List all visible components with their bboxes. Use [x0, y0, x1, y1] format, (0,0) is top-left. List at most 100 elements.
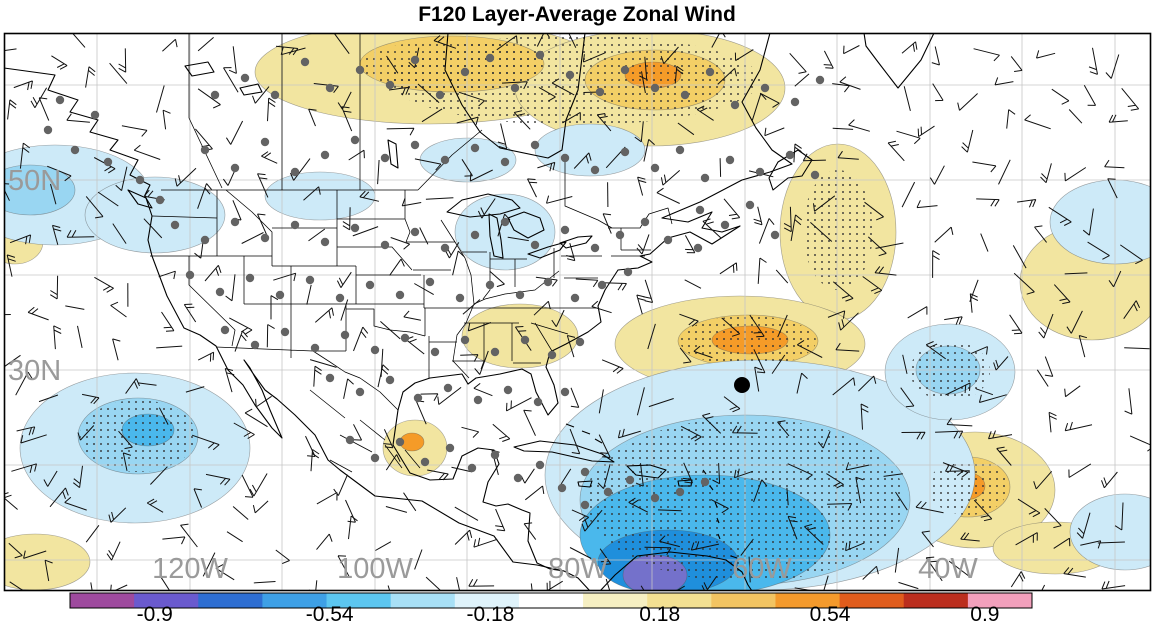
stipple-region — [928, 459, 1008, 515]
stipple-region — [680, 316, 816, 366]
colorbar-segment — [711, 593, 776, 608]
political-border-layer — [150, 33, 673, 473]
wind-barb — [343, 378, 354, 399]
wind-barb — [570, 387, 580, 408]
lake-great-slave — [184, 61, 215, 77]
wind-barb — [597, 464, 611, 489]
station-dot — [340, 330, 350, 340]
station-dot — [473, 395, 483, 405]
wind-barb — [636, 234, 650, 255]
wind-barb — [520, 468, 535, 484]
wind-barb — [680, 425, 702, 442]
wind-barb — [887, 140, 905, 162]
wind-barb — [456, 116, 479, 125]
wind-barb — [934, 226, 954, 243]
station-dot — [200, 235, 210, 245]
wind-barb — [524, 485, 545, 501]
wind-barb — [551, 309, 565, 327]
map-frame — [3, 32, 1152, 592]
wind-barb — [723, 396, 741, 413]
lake-athabasca — [239, 83, 263, 96]
coastline-south-america — [599, 551, 753, 591]
wind-barb — [546, 195, 573, 204]
station-dot — [370, 345, 380, 355]
wind-barb — [1044, 356, 1054, 377]
wind-barb — [759, 92, 780, 108]
wind-barb — [617, 428, 641, 439]
wind-barb — [935, 430, 964, 439]
wind-barb — [451, 466, 473, 473]
wind-barb — [832, 127, 854, 130]
wind-barb — [497, 213, 511, 237]
wind-barb — [754, 366, 763, 392]
wind-barb — [1097, 541, 1125, 544]
station-dot — [43, 125, 53, 135]
wind-barb — [180, 523, 198, 548]
station-dot — [305, 275, 315, 285]
wind-barb — [530, 583, 533, 591]
wind-barb — [156, 85, 165, 113]
wind-barb — [85, 196, 104, 219]
station-dot — [413, 393, 423, 403]
wind-barb — [43, 470, 58, 487]
wind-barb — [560, 468, 572, 485]
station-dot — [280, 327, 290, 337]
wind-barb — [241, 232, 264, 244]
wind-barb — [598, 434, 611, 458]
wind-barb — [643, 279, 654, 303]
wind-barb — [858, 375, 877, 392]
wind-barb — [973, 48, 1000, 62]
map-label-layer: 50N 30N 120W 100W 80W 60W 40W — [8, 165, 978, 585]
wind-barb — [740, 538, 754, 556]
wind-barb — [636, 294, 646, 315]
wind-barb — [309, 359, 337, 368]
wind-barb — [568, 33, 577, 48]
wind-barb — [255, 395, 272, 408]
wind-barb — [960, 532, 980, 542]
wind-barb — [90, 582, 93, 591]
wind-barb — [996, 446, 1012, 466]
wind-barb — [467, 322, 492, 332]
wind-barb — [696, 105, 714, 121]
wind-barb — [972, 161, 997, 173]
wind-barb — [1083, 84, 1097, 106]
wind-barb — [1101, 580, 1126, 590]
station-dot — [490, 450, 500, 460]
wind-barb — [341, 106, 353, 132]
colorbar-tick-label: -0.18 — [466, 603, 514, 622]
wind-barb — [273, 272, 297, 282]
wind-barb — [71, 33, 86, 48]
wind-barb — [270, 295, 279, 320]
wind-barb — [537, 161, 556, 172]
colorbar-outline — [69, 592, 1033, 609]
wind-barb — [753, 349, 766, 374]
wind-barb — [158, 270, 176, 280]
station-dot — [470, 230, 480, 240]
wind-barb — [823, 50, 834, 69]
station-dot — [435, 90, 445, 100]
wind-barb — [894, 547, 900, 573]
wind-barb — [417, 83, 440, 103]
wind-barb — [337, 555, 350, 577]
wind-barb — [753, 206, 763, 226]
wind-barb — [571, 509, 589, 523]
wind-barb — [679, 313, 699, 327]
wind-barb — [719, 158, 722, 177]
wind-barb — [1010, 571, 1026, 588]
wind-barb — [862, 276, 883, 295]
station-dot — [650, 83, 660, 93]
wind-barb — [647, 323, 656, 350]
wind-barb — [538, 86, 556, 102]
wind-barb — [721, 317, 741, 337]
wind-barb — [804, 523, 824, 545]
wind-barb — [389, 258, 405, 276]
island-greenland-tip — [863, 33, 935, 89]
wind-barb — [162, 536, 186, 545]
wind-barb — [433, 35, 457, 49]
wind-barb — [751, 93, 767, 121]
wind-barb — [233, 422, 255, 440]
wind-barb — [1064, 167, 1087, 182]
wind-barb — [477, 198, 496, 219]
wind-barb — [386, 55, 399, 74]
wind-barb — [94, 276, 114, 293]
